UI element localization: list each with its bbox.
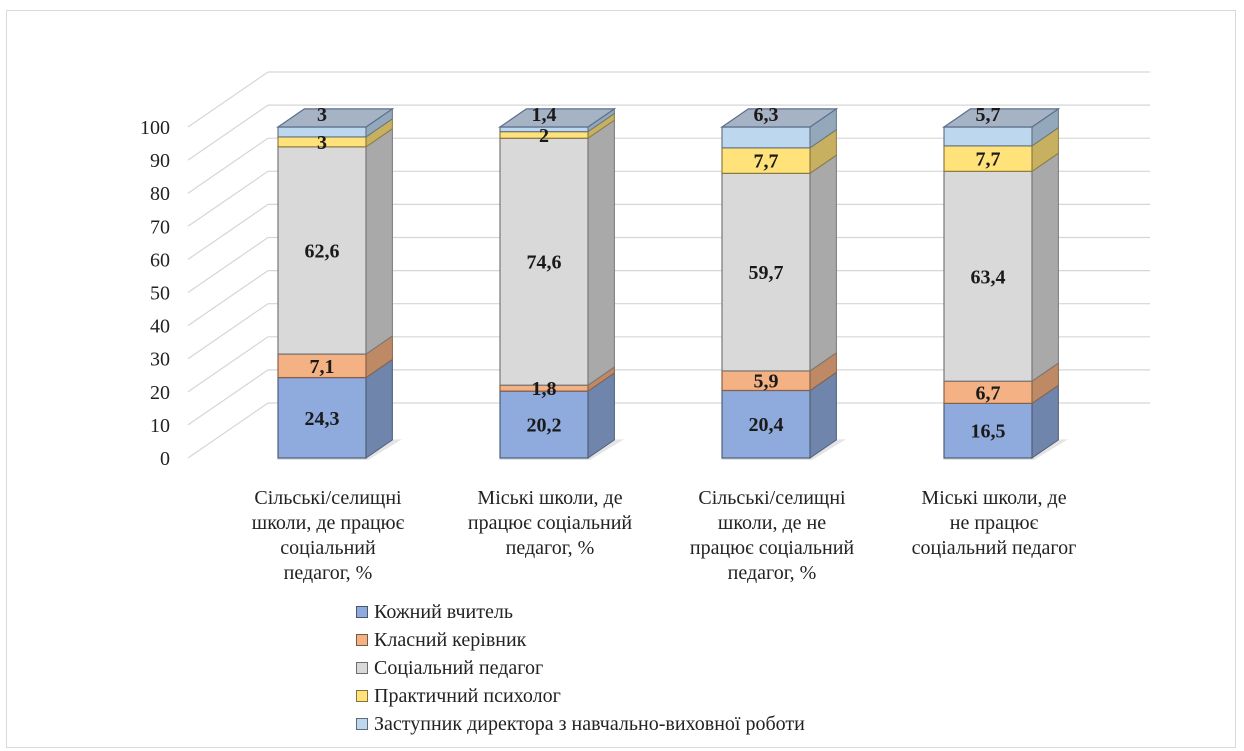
legend-item: Класний керівник <box>356 626 805 654</box>
legend-label: Практичний психолог <box>374 684 561 707</box>
data-label: 2 <box>539 125 549 147</box>
y-tick-label: 90 <box>150 150 170 172</box>
data-label: 1,8 <box>532 378 557 400</box>
data-label: 20,4 <box>749 414 784 436</box>
y-tick-label: 40 <box>150 316 170 338</box>
y-tick-label: 60 <box>150 249 170 271</box>
data-label: 7,1 <box>310 356 335 378</box>
data-label: 74,6 <box>527 252 562 274</box>
bar-segment <box>721 126 811 149</box>
gridline-side <box>187 170 269 227</box>
legend-label: Класний керівник <box>374 628 527 651</box>
legend-swatch <box>356 634 368 646</box>
gridline-side <box>187 104 269 161</box>
data-label: 3 <box>317 104 327 126</box>
data-label: 20,2 <box>527 415 562 437</box>
bar-segment <box>499 137 589 386</box>
legend-swatch <box>356 606 368 618</box>
gridline-side <box>187 270 269 327</box>
bar-segment-side <box>809 154 837 372</box>
legend-swatch <box>356 662 368 674</box>
gridline-side <box>187 137 269 194</box>
y-tick-label: 10 <box>150 415 170 437</box>
legend-swatch <box>356 690 368 702</box>
data-label: 5,9 <box>754 371 779 393</box>
data-label: 6,3 <box>754 104 779 126</box>
legend-label: Соціальний педагог <box>374 656 544 679</box>
data-label: 6,7 <box>976 382 1001 404</box>
legend-label: Кожний вчитель <box>374 600 513 623</box>
y-tick-label: 70 <box>150 216 170 238</box>
y-tick-label: 0 <box>160 448 170 470</box>
data-label: 24,3 <box>305 408 340 430</box>
bar-segment-side <box>587 119 615 387</box>
chart-legend: Кожний вчитель Класний керівник Соціальний… <box>356 598 805 738</box>
y-tick-label: 30 <box>150 349 170 371</box>
bar-top <box>720 108 839 128</box>
y-tick-label: 50 <box>150 283 170 305</box>
bar-segment <box>943 126 1033 147</box>
bar-segment <box>277 146 367 355</box>
y-tick-label: 20 <box>150 382 170 404</box>
bar-segment <box>277 376 367 459</box>
data-label: 1,4 <box>532 104 557 126</box>
data-label: 16,5 <box>971 421 1006 443</box>
data-label: 7,7 <box>976 149 1001 171</box>
legend-swatch <box>356 718 368 730</box>
data-label: 62,6 <box>305 240 340 262</box>
data-label: 3 <box>317 132 327 154</box>
gridline-side <box>187 71 269 128</box>
bar-segment-side <box>1031 152 1059 383</box>
gridline-side <box>187 303 269 360</box>
legend-item: Практичний психолог <box>356 682 805 710</box>
gridline-side <box>187 402 269 459</box>
bar-segment <box>943 170 1033 382</box>
bar-segment-side <box>365 127 393 356</box>
gridline-side <box>187 336 269 393</box>
data-label: 5,7 <box>976 104 1001 126</box>
legend-item: Соціальний педагог <box>356 654 805 682</box>
bar-segment <box>721 389 811 459</box>
legend-label: Заступник директора з навчально-виховної… <box>374 712 805 735</box>
legend-item: Заступник директора з навчально-виховної… <box>356 710 805 738</box>
bar-top <box>942 108 1061 128</box>
data-label: 63,4 <box>971 266 1006 288</box>
bar-top <box>498 108 617 128</box>
bar-segment <box>721 172 811 372</box>
bar-segment <box>499 390 589 459</box>
data-label: 7,7 <box>754 151 779 173</box>
data-label: 59,7 <box>749 262 784 284</box>
y-tick-label: 80 <box>150 183 170 205</box>
gridline-side <box>187 203 269 260</box>
gridline-side <box>187 237 269 293</box>
gridline-side <box>187 369 269 426</box>
legend-item: Кожний вчитель <box>356 598 805 626</box>
bar-top <box>276 108 395 128</box>
y-tick-label: 100 <box>140 117 170 139</box>
